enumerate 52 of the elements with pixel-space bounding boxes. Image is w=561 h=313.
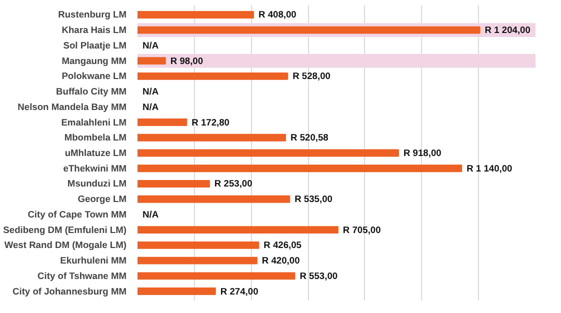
y-tick-label: Emalahleni LM bbox=[61, 117, 127, 128]
y-tick-label: Khara Hais LM bbox=[62, 25, 127, 36]
y-tick-label: City of Johannesburg MM bbox=[12, 286, 127, 296]
bar bbox=[138, 164, 462, 172]
y-tick-label: West Rand DM (Mogale LM) bbox=[4, 240, 127, 250]
y-tick-label: eThekwini MM bbox=[63, 163, 127, 174]
data-label: R 520,58 bbox=[290, 132, 328, 143]
y-tick-label: Polokwane LM bbox=[62, 71, 127, 82]
y-tick-label: Buffalo City MM bbox=[56, 86, 127, 97]
data-label: R 253,00 bbox=[214, 178, 252, 189]
text: N/A bbox=[142, 102, 159, 112]
bar bbox=[138, 256, 258, 264]
y-tick-label: Sedibeng DM (Emfuleni LM) bbox=[3, 224, 127, 235]
bar bbox=[138, 288, 216, 296]
y-tick-label: Msunduzi LM bbox=[67, 178, 127, 189]
bar bbox=[138, 195, 290, 203]
bar bbox=[138, 149, 399, 157]
y-tick-label: Nelson Mandela Bay MM bbox=[18, 102, 127, 112]
data-label: R 408,00 bbox=[258, 10, 296, 20]
data-label: R 1 140,00 bbox=[466, 163, 512, 174]
data-label: R 274,00 bbox=[220, 286, 258, 296]
text: N/A bbox=[142, 40, 159, 50]
y-tick-label: Mbombela LM bbox=[64, 132, 127, 143]
data-label: R 1 204,00 bbox=[484, 25, 530, 36]
data-label: R 98,00 bbox=[170, 56, 204, 66]
y-tick-label: City of Cape Town MM bbox=[28, 209, 127, 220]
bar bbox=[138, 57, 166, 65]
data-label: R 918,00 bbox=[403, 148, 442, 158]
bar bbox=[138, 241, 260, 249]
bar bbox=[138, 180, 210, 188]
bar bbox=[138, 72, 288, 80]
data-label: R 426,05 bbox=[264, 240, 302, 250]
y-tick-label: George LM bbox=[78, 194, 127, 204]
data-label: R 553,00 bbox=[300, 270, 338, 281]
text: N/A bbox=[142, 86, 159, 97]
y-tick-label: City of Tshwane MM bbox=[38, 270, 127, 281]
y-tick-label: Sol Plaatje LM bbox=[63, 40, 127, 50]
data-label: R 535,00 bbox=[294, 194, 332, 204]
data-label: R 705,00 bbox=[342, 224, 381, 235]
y-tick-label: uMhlatuze LM bbox=[64, 148, 127, 158]
bar bbox=[138, 118, 188, 126]
y-tick-label: Ekurhuleni MM bbox=[60, 256, 127, 266]
bar bbox=[138, 10, 254, 18]
y-tick-label: Mangaung MM bbox=[62, 56, 127, 66]
y-tick-label: Rustenburg LM bbox=[58, 10, 127, 20]
text: N/A bbox=[142, 209, 159, 220]
bar bbox=[138, 272, 296, 280]
data-label: R 420,00 bbox=[262, 256, 300, 266]
data-label: R 528,00 bbox=[292, 71, 330, 82]
bar bbox=[138, 226, 338, 234]
data-label: R 172,80 bbox=[192, 117, 230, 128]
bar bbox=[138, 134, 286, 142]
